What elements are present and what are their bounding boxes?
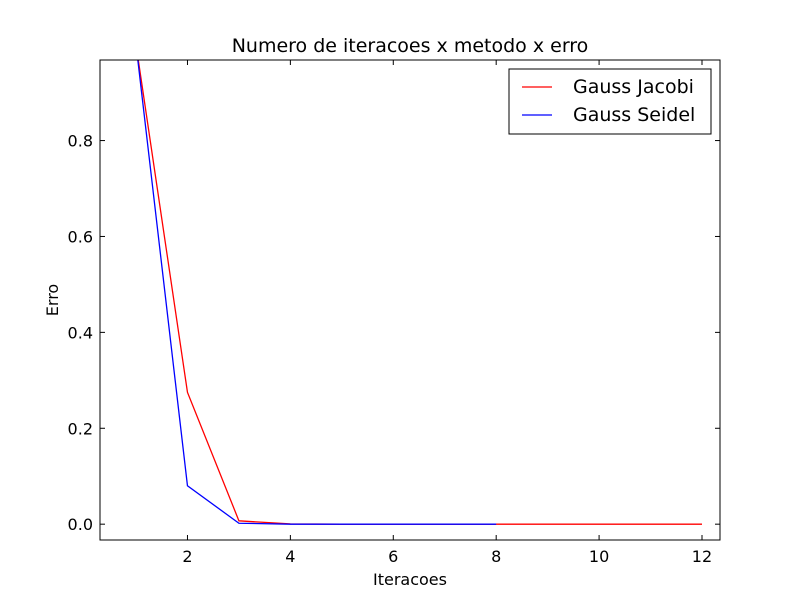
x-tick-label: 4 — [285, 547, 295, 566]
legend-label-gauss-seidel: Gauss Seidel — [573, 104, 695, 126]
y-tick-label: 0.6 — [68, 227, 93, 246]
y-tick-label: 0.0 — [68, 515, 93, 534]
chart-title: Numero de iteracoes x metodo x erro — [232, 35, 589, 57]
legend: Gauss Jacobi Gauss Seidel — [508, 68, 712, 135]
plot-area-frame — [99, 59, 721, 541]
y-axis-label: Erro — [43, 284, 62, 316]
series-layer — [137, 60, 702, 525]
x-tick-label: 2 — [182, 547, 192, 566]
x-axis-label: Iteracoes — [373, 570, 447, 589]
legend-label-gauss-jacobi: Gauss Jacobi — [573, 76, 694, 98]
y-tick-label: 0.8 — [68, 132, 93, 151]
x-tick-label: 10 — [589, 547, 609, 566]
ticks-layer: 2 4 6 8 10 12 0.0 0.2 0.4 0.6 0.8 — [68, 60, 720, 566]
legend-frame — [508, 68, 712, 135]
y-tick-label: 0.4 — [68, 323, 93, 342]
x-tick-label: 8 — [491, 547, 501, 566]
series-line-gauss-seidel — [137, 60, 497, 525]
y-tick-label: 0.2 — [68, 419, 93, 438]
x-tick-label: 6 — [388, 547, 398, 566]
x-tick-label: 12 — [692, 547, 712, 566]
